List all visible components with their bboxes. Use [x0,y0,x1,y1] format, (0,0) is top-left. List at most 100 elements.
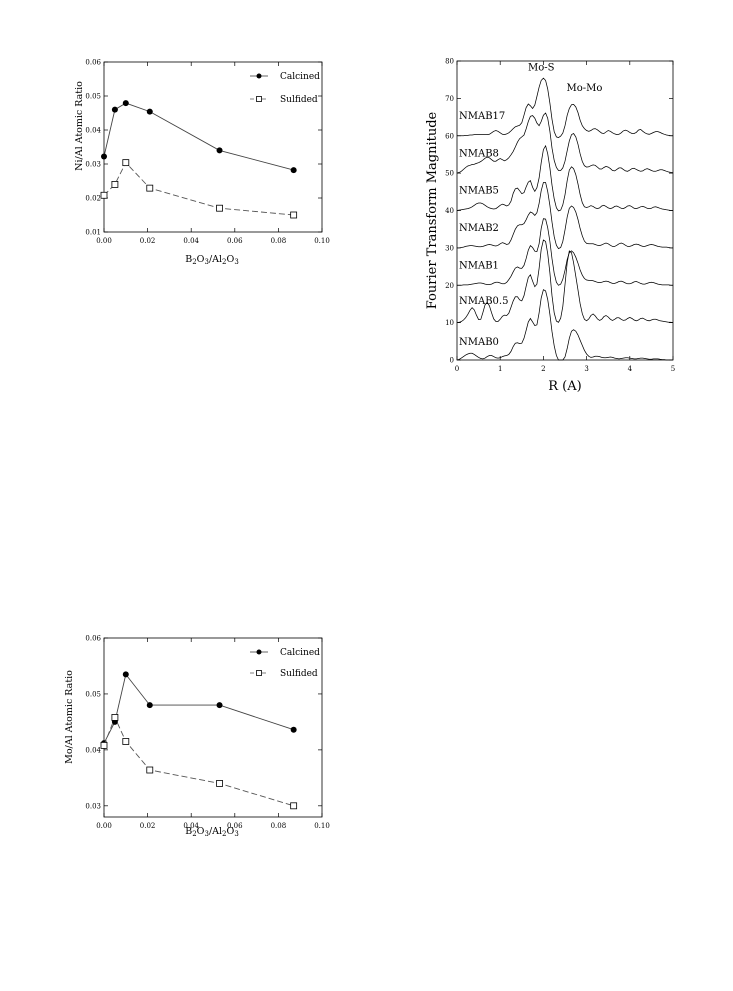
legend-sulfided: Sulfided [280,669,318,679]
x-axis-label: B2O3/Al2O3 [185,826,239,838]
data-point-sulfided [290,802,298,810]
data-point-calcined [216,702,223,709]
x-tick-label: 0.08 [271,237,287,245]
plot-frame [456,60,674,361]
curve-label-nmab5: NMAB5 [459,186,499,197]
data-point-calcined [290,167,297,174]
data-point-calcined [146,108,153,115]
x-tick-label: 0.04 [183,822,199,830]
x-axis-label: B2O3/Al2O3 [185,254,239,266]
series-line-calcined [103,102,294,171]
y-tick-label: 70 [445,95,454,103]
spectrum-nmab0-5 [456,239,674,323]
curve-label-nmab0-5: NMAB0.5 [459,296,508,307]
plot-frame [103,61,323,233]
y-tick-label: 0.03 [85,802,101,810]
x-tick-label: 0.06 [227,822,243,830]
curve-label-nmab2: NMAB2 [459,223,499,234]
legend-calcined: Calcined [280,648,320,658]
plot-frame [103,637,323,818]
spectrum-nmab1 [457,218,673,286]
spectrum-nmab8 [456,112,674,174]
curve-label-nmab0: NMAB0 [459,337,499,348]
x-tick-label: 0.10 [314,822,330,830]
y-tick-label: 0.05 [85,690,101,698]
y-tick-label: 0.06 [85,59,101,67]
legend-marker-calcined [256,649,262,655]
mo-al-chart: Mo/Al Atomic Ratio B2O3/Al2O3 Calcined S… [64,635,330,839]
y-tick-label: 60 [445,132,454,140]
ni-al-chart: Ni/Al Atomic Ratio B2O3/Al2O3 Calcined S… [74,59,330,267]
series-line-calcined [103,673,294,744]
y-tick-label: 0.01 [85,229,101,237]
legend: Calcined Sulfided [250,648,320,679]
y-axis-label: Fourier Transform Magnitude [425,111,440,309]
data-point-sulfided [111,714,119,721]
y-tick-label: 0.04 [85,127,101,135]
legend-marker-sulfided [256,96,262,102]
legend-marker-calcined [256,73,262,79]
spectrum-nmab17 [457,77,673,139]
x-tick-label: 0.00 [96,822,112,830]
y-tick-label: 40 [445,207,454,215]
data-point-sulfided [290,211,298,219]
ni-al-chart-panel: Ni/Al Atomic Ratio B2O3/Al2O3 Calcined S… [0,0,340,300]
data-point-sulfided [122,159,130,167]
x-tick-label: 0.00 [96,237,112,245]
curve-label-nmab8: NMAB8 [459,148,499,159]
x-tick-label: 0.06 [227,237,243,245]
y-tick-label: 30 [445,244,454,252]
data-point-sulfided [100,742,108,749]
x-tick-label: 0.02 [140,822,156,830]
spectrum-nmab2 [457,182,673,250]
y-axis-label: Ni/Al Atomic Ratio [74,81,85,171]
data-point-calcined [111,106,118,113]
data-point-sulfided [146,184,154,192]
curve-label-nmab1: NMAB1 [459,260,499,271]
peak-annotation: Mo-S [528,62,555,73]
y-tick-label: 0.06 [85,635,101,643]
y-tick-label: 50 [445,170,454,178]
x-tick-label: 0.08 [271,822,287,830]
data-point-calcined [290,726,297,733]
data-point-sulfided [122,738,130,745]
data-point-sulfided [216,780,223,787]
data-point-calcined [216,147,223,154]
data-point-calcined [101,153,107,160]
legend: Calcined Sulfided [250,72,320,105]
x-axis-label: R (A) [548,379,581,394]
x-tick-label: 0 [455,365,459,373]
data-point-sulfided [146,766,154,774]
data-point-sulfided [216,204,223,212]
x-tick-label: 0.04 [183,237,199,245]
x-tick-label: 2 [541,365,545,373]
data-point-sulfided [100,191,108,199]
series-line-sulfided [103,161,294,216]
data-point-sulfided [111,180,119,188]
data-point-calcined [122,100,129,107]
x-tick-label: 5 [671,365,675,373]
y-tick-label: 0.03 [85,161,101,169]
y-tick-label: 0.02 [85,195,101,203]
y-tick-label: 20 [445,282,454,290]
spectrum-nmab0 [456,289,673,361]
x-tick-label: 0.02 [140,237,156,245]
y-tick-label: 80 [445,58,454,66]
data-point-calcined [122,671,129,678]
y-tick-label: 0.05 [85,93,101,101]
data-point-calcined [146,702,153,709]
y-tick-label: 0.04 [85,746,101,754]
legend-calcined: Calcined [280,72,320,82]
series-line-sulfided [103,716,294,807]
x-tick-label: 4 [628,365,633,373]
mo-al-chart-panel: Mo/Al Atomic Ratio B2O3/Al2O3 Calcined S… [0,620,340,850]
peak-annotation: Mo-Mo [566,83,602,94]
legend-sulfided: Sulfided [280,95,318,105]
y-axis-label: Mo/Al Atomic Ratio [64,670,75,764]
fourier-transform-chart-panel: 0 1 2 3 4 5 0 10 20 30 40 50 60 70 80 Fourier Transform… [415,40,705,410]
legend-marker-sulfided [256,670,262,676]
y-tick-label: 0 [450,357,454,365]
x-tick-label: 1 [498,365,502,373]
curve-label-nmab17: NMAB17 [459,111,505,122]
